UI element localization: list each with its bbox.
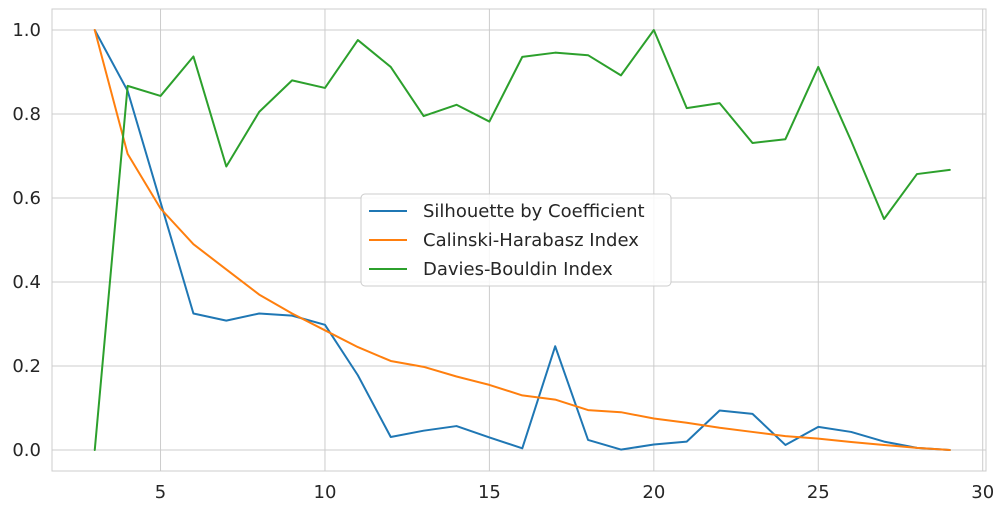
- y-tick-label: 0.2: [12, 356, 41, 377]
- y-tick-label: 0.4: [12, 272, 41, 293]
- x-tick-label: 10: [314, 482, 337, 503]
- legend-entry-label: Silhouette by Coefficient: [423, 201, 645, 222]
- tick-labels: 5 10 15 20 25 30 0.0 0.2 0.4 0.6 0.8 1.0: [12, 20, 993, 503]
- legend-entry-label: Davies-Bouldin Index: [423, 259, 613, 280]
- plot-frame: [51, 8, 987, 472]
- y-tick-label: 0.6: [12, 188, 41, 209]
- legend-box: [360, 193, 672, 287]
- y-tick-label: 0.8: [12, 104, 41, 125]
- legend-entry-label: Calinski-Harabasz Index: [423, 230, 639, 251]
- x-tick-label: 5: [155, 482, 166, 503]
- axes-frame: [51, 8, 987, 472]
- x-tick-label: 20: [642, 482, 665, 503]
- x-tick-label: 15: [478, 482, 501, 503]
- series-line-2: [93, 29, 951, 451]
- series-line-3: [93, 29, 951, 451]
- x-tick-label: 25: [807, 482, 830, 503]
- series-lines: [93, 29, 951, 451]
- legend: Silhouette by Coefficient Calinski-Haraba…: [360, 193, 672, 287]
- y-tick-label: 0.0: [12, 440, 41, 461]
- x-tick-label: 30: [971, 482, 993, 503]
- y-tick-label: 1.0: [12, 20, 41, 41]
- series-line-1: [93, 29, 951, 451]
